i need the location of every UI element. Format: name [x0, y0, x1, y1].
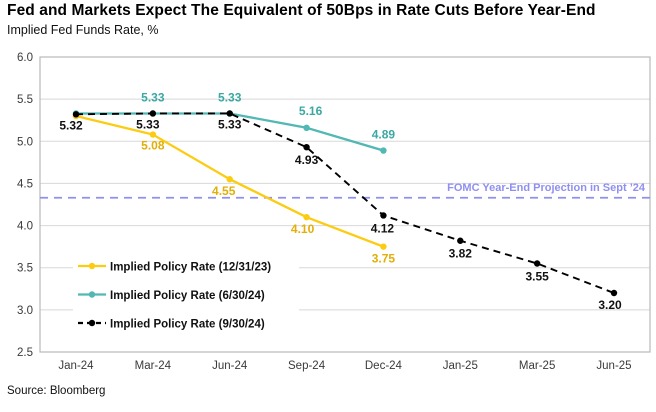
data-point: [303, 213, 310, 221]
data-point: [380, 147, 387, 154]
legend-marker-dot: [88, 319, 96, 327]
plot-border: [39, 56, 651, 353]
data-point: [149, 110, 157, 117]
data-point: [226, 176, 233, 183]
series-line: [75, 112, 615, 294]
x-axis-tick-label: Jan-25: [443, 360, 478, 372]
y-axis-tick-label: 4.5: [17, 178, 33, 190]
x-axis-tick-label: Dec-24: [365, 360, 403, 372]
source-text: Source: Bloomberg: [7, 385, 106, 397]
legend-item: Implied Policy Rate (12/31/23): [78, 262, 271, 274]
legend-label: Implied Policy Rate (12/31/23): [110, 262, 271, 274]
fomc-projection-label: FOMC Year-End Projection in Sept ’24: [447, 182, 646, 194]
x-axis-tick-label: Mar-24: [135, 360, 172, 372]
y-axis-tick-label: 5.0: [17, 136, 33, 148]
x-axis-tick-label: Jun-24: [212, 360, 248, 372]
chart-title: Fed and Markets Expect The Equivalent of…: [7, 2, 596, 19]
legend-item: Implied Policy Rate (6/30/24): [78, 290, 265, 302]
line-chart-canvas: 6.0 5.5 5.0 4.5 4.0 3.5 3.0 2.5 Jan-24 Mar-24 Jun-…: [17, 52, 651, 372]
legend-marker-dot: [88, 262, 96, 270]
y-axis-tick-label: 3.0: [17, 305, 33, 317]
data-point-label: 3.82: [449, 247, 473, 261]
data-point: [457, 237, 464, 244]
legend-label: Implied Policy Rate (6/30/24): [110, 290, 265, 302]
data-point-label: 5.08: [141, 139, 165, 153]
x-axis-tick-label: Jan-24: [58, 360, 94, 372]
data-point-label: 4.12: [371, 221, 395, 235]
x-axis-tick-label: Sep-24: [288, 360, 326, 372]
data-point-label: 3.55: [525, 270, 549, 284]
data-point: [380, 243, 387, 250]
legend-label: Implied Policy Rate (9/30/24): [110, 319, 265, 331]
x-axis-tick-label: Jun-25: [596, 360, 631, 372]
data-point-label: 4.55: [212, 184, 236, 198]
data-point-label: 5.16: [299, 104, 323, 118]
data-point-label: 5.32: [59, 118, 83, 132]
data-point-label: 5.33: [218, 90, 242, 104]
data-point-label: 4.89: [372, 128, 396, 142]
y-axis-tick-label: 6.0: [17, 52, 33, 64]
y-axis-tick-label: 3.5: [17, 263, 33, 275]
data-point-label: 3.20: [598, 298, 622, 312]
data-point-label: 4.93: [295, 153, 319, 167]
data-point-label: 5.33: [141, 90, 165, 104]
data-point: [533, 260, 541, 267]
data-point-label: 5.33: [218, 117, 242, 131]
y-axis-tick-label: 5.5: [17, 94, 33, 106]
data-point: [72, 111, 80, 118]
data-point: [610, 289, 618, 297]
data-point-label: 3.75: [372, 252, 396, 266]
data-point-label: 4.10: [291, 222, 315, 236]
data-point: [380, 212, 387, 219]
x-axis-tick-label: Mar-25: [519, 360, 555, 372]
legend-background: [73, 253, 299, 337]
data-point: [149, 131, 157, 138]
data-point-label: 5.33: [136, 117, 160, 131]
data-point: [303, 124, 310, 131]
data-point: [226, 110, 233, 117]
legend-marker-dot: [88, 291, 96, 298]
data-point: [303, 143, 310, 151]
y-axis-tick-label: 4.0: [17, 221, 33, 233]
chart-subtitle: Implied Fed Funds Rate, %: [7, 23, 159, 37]
legend-item: Implied Policy Rate (9/30/24): [78, 319, 265, 331]
y-axis-tick-label: 2.5: [17, 347, 33, 359]
